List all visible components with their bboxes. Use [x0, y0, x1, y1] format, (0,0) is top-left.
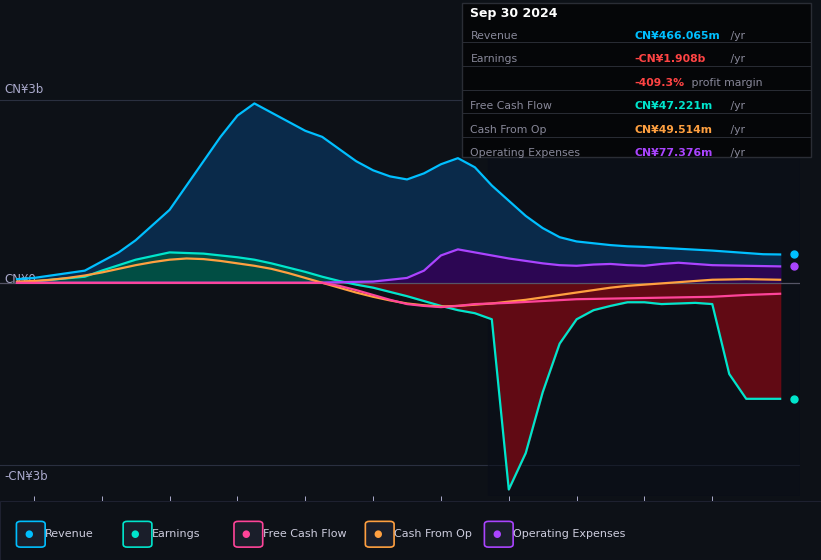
- Text: ●: ●: [241, 529, 250, 539]
- Text: CN¥77.376m: CN¥77.376m: [635, 148, 713, 158]
- Text: CN¥466.065m: CN¥466.065m: [635, 31, 720, 41]
- Bar: [488, 70, 800, 496]
- Text: ●: ●: [131, 529, 140, 539]
- Text: Cash From Op: Cash From Op: [470, 125, 547, 135]
- Text: ●: ●: [492, 529, 501, 539]
- Text: /yr: /yr: [727, 101, 745, 111]
- Text: CN¥49.514m: CN¥49.514m: [635, 125, 713, 135]
- Text: ●: ●: [373, 529, 382, 539]
- Text: Revenue: Revenue: [45, 529, 94, 539]
- Text: Earnings: Earnings: [152, 529, 200, 539]
- Text: /yr: /yr: [727, 54, 745, 64]
- Text: Cash From Op: Cash From Op: [394, 529, 472, 539]
- Text: -CN¥1.908b: -CN¥1.908b: [635, 54, 706, 64]
- Text: /yr: /yr: [727, 31, 745, 41]
- Text: ●: ●: [24, 529, 33, 539]
- Text: Earnings: Earnings: [470, 54, 517, 64]
- Text: /yr: /yr: [727, 125, 745, 135]
- Text: Free Cash Flow: Free Cash Flow: [470, 101, 553, 111]
- Text: Sep 30 2024: Sep 30 2024: [470, 7, 558, 20]
- Text: Operating Expenses: Operating Expenses: [470, 148, 580, 158]
- Text: Operating Expenses: Operating Expenses: [513, 529, 626, 539]
- Text: CN¥47.221m: CN¥47.221m: [635, 101, 713, 111]
- Text: /yr: /yr: [727, 148, 745, 158]
- Text: profit margin: profit margin: [688, 78, 763, 88]
- Text: Free Cash Flow: Free Cash Flow: [263, 529, 346, 539]
- Text: Revenue: Revenue: [470, 31, 518, 41]
- Text: CN¥0: CN¥0: [4, 273, 36, 286]
- Text: -409.3%: -409.3%: [635, 78, 685, 88]
- Text: -CN¥3b: -CN¥3b: [4, 470, 48, 483]
- Text: CN¥3b: CN¥3b: [4, 83, 44, 96]
